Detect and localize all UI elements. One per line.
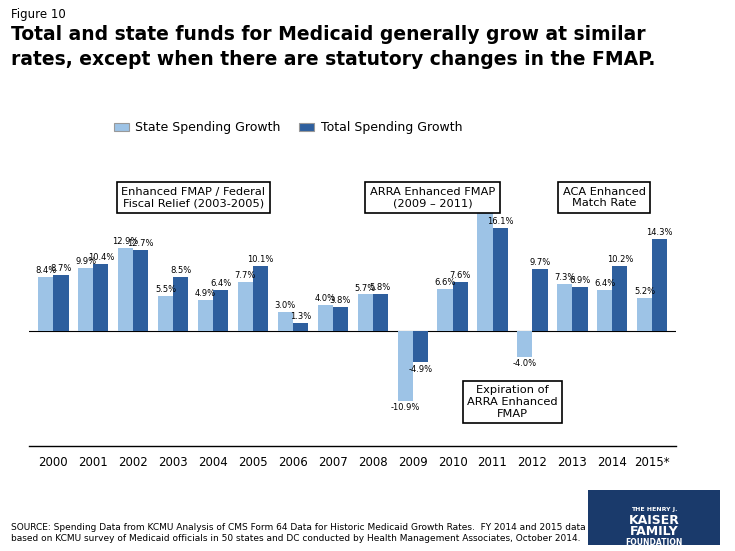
Bar — [358, 294, 373, 331]
Text: ARRA Enhanced FMAP
(2009 – 2011): ARRA Enhanced FMAP (2009 – 2011) — [370, 187, 495, 208]
Bar — [293, 323, 308, 331]
Text: 1.3%: 1.3% — [290, 312, 311, 321]
Bar — [597, 290, 612, 331]
Bar — [333, 307, 348, 331]
Bar — [253, 266, 268, 331]
Text: 12.9%: 12.9% — [112, 237, 139, 246]
Bar — [173, 277, 188, 331]
Text: 7.3%: 7.3% — [554, 273, 576, 282]
Text: 6.4%: 6.4% — [594, 279, 615, 288]
Bar — [278, 312, 293, 331]
Text: 8.7%: 8.7% — [50, 264, 71, 273]
Bar — [238, 282, 253, 331]
Bar — [213, 290, 229, 331]
Text: 10.1%: 10.1% — [248, 255, 273, 264]
Legend: State Spending Growth, Total Spending Growth: State Spending Growth, Total Spending Gr… — [109, 116, 467, 139]
Bar — [158, 296, 173, 331]
Text: 5.7%: 5.7% — [354, 284, 376, 293]
Text: 20.1%: 20.1% — [472, 191, 498, 200]
Text: 3.0%: 3.0% — [275, 301, 296, 310]
Bar — [492, 228, 508, 331]
Bar — [517, 331, 532, 356]
Bar — [637, 298, 652, 331]
Text: ACA Enhanced
Match Rate: ACA Enhanced Match Rate — [563, 187, 646, 208]
Text: Expiration of
ARRA Enhanced
FMAP: Expiration of ARRA Enhanced FMAP — [467, 386, 558, 419]
Text: 8.5%: 8.5% — [170, 266, 191, 274]
Text: 9.9%: 9.9% — [75, 257, 96, 266]
Text: 4.9%: 4.9% — [195, 289, 216, 298]
Text: SOURCE: Spending Data from KCMU Analysis of CMS Form 64 Data for Historic Medica: SOURCE: Spending Data from KCMU Analysis… — [11, 523, 586, 543]
Text: 6.6%: 6.6% — [434, 278, 456, 287]
Bar — [437, 289, 453, 331]
Bar — [532, 269, 548, 331]
Text: -10.9%: -10.9% — [390, 403, 420, 412]
Bar — [318, 305, 333, 331]
Bar — [38, 277, 54, 331]
Text: THE HENRY J.: THE HENRY J. — [631, 507, 678, 512]
Text: 4.0%: 4.0% — [315, 294, 336, 304]
Text: 7.7%: 7.7% — [234, 271, 256, 280]
Text: 6.9%: 6.9% — [570, 276, 591, 285]
Text: FAMILY: FAMILY — [630, 525, 678, 538]
Text: 10.2%: 10.2% — [606, 255, 633, 264]
Text: Total and state funds for Medicaid generally grow at similar: Total and state funds for Medicaid gener… — [11, 25, 645, 44]
Text: 7.6%: 7.6% — [450, 272, 471, 280]
Bar — [198, 300, 213, 331]
Text: 8.4%: 8.4% — [35, 266, 57, 276]
Text: 5.5%: 5.5% — [155, 285, 176, 294]
Text: 5.2%: 5.2% — [634, 287, 655, 296]
Bar — [133, 250, 148, 331]
Text: -4.0%: -4.0% — [513, 359, 537, 368]
Text: 12.7%: 12.7% — [128, 239, 154, 248]
Text: rates, except when there are statutory changes in the FMAP.: rates, except when there are statutory c… — [11, 50, 656, 68]
Bar — [557, 284, 573, 331]
Text: 16.1%: 16.1% — [487, 217, 513, 226]
Bar — [652, 239, 667, 331]
Text: KAISER: KAISER — [628, 514, 680, 527]
Bar — [118, 249, 133, 331]
Text: Figure 10: Figure 10 — [11, 8, 65, 21]
Text: -4.9%: -4.9% — [408, 365, 432, 374]
Bar — [373, 294, 388, 331]
Text: 14.3%: 14.3% — [647, 229, 673, 237]
Text: Enhanced FMAP / Federal
Fiscal Relief (2003-2005): Enhanced FMAP / Federal Fiscal Relief (2… — [121, 187, 265, 208]
Text: 9.7%: 9.7% — [529, 258, 551, 267]
Bar — [612, 266, 628, 331]
Text: 6.4%: 6.4% — [210, 279, 232, 288]
Text: 3.8%: 3.8% — [330, 296, 351, 305]
Text: 10.4%: 10.4% — [87, 253, 114, 262]
Bar — [54, 276, 68, 331]
Bar — [398, 331, 412, 401]
Bar — [93, 264, 109, 331]
Bar — [573, 287, 587, 331]
Text: 5.8%: 5.8% — [370, 283, 391, 292]
Text: FOUNDATION: FOUNDATION — [625, 538, 683, 547]
Bar — [453, 282, 467, 331]
Bar — [78, 268, 93, 331]
Bar — [412, 331, 428, 363]
Bar — [477, 202, 492, 331]
